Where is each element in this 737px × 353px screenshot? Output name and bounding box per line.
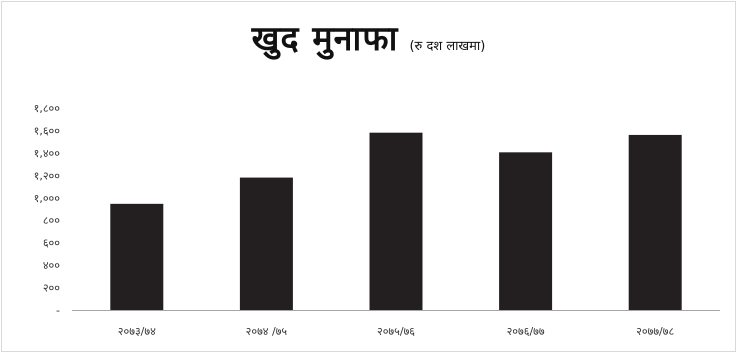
y-tick-label: १,६०० bbox=[34, 124, 61, 137]
y-tick-label: २०० bbox=[43, 282, 60, 295]
chart-title-row: खुद मुनाफा (रु दश लाखमा) bbox=[0, 14, 737, 60]
bar bbox=[239, 177, 293, 310]
y-tick-label: १,८०० bbox=[34, 102, 61, 115]
bars bbox=[110, 132, 682, 310]
x-tick-label: २०७५/७६ bbox=[377, 325, 415, 338]
chart-subtitle: (रु दश लाखमा) bbox=[409, 39, 486, 54]
y-tick-label: १,२०० bbox=[34, 169, 61, 182]
x-axis-labels: २०७३/७४ २०७४ /७५ २०७५/७६ २०७६/७७ २०७७/७८ bbox=[118, 325, 675, 338]
bar bbox=[628, 134, 682, 310]
bar bbox=[369, 132, 423, 310]
x-tick-label: २०७६/७७ bbox=[507, 325, 545, 338]
x-tick-label: २०७४ /७५ bbox=[246, 325, 288, 338]
y-tick-label: - bbox=[56, 304, 60, 317]
bar bbox=[110, 203, 164, 310]
y-tick-label: ४०० bbox=[43, 259, 60, 272]
y-tick-label: १,००० bbox=[34, 192, 61, 205]
bar bbox=[499, 152, 553, 310]
x-tick-label: २०७७/७८ bbox=[636, 325, 674, 338]
y-axis-labels: - २०० ४०० ६०० ८०० १,००० १,२०० १,४०० १,६०० १,८०० bbox=[34, 102, 61, 317]
y-tick-label: ८०० bbox=[43, 214, 60, 227]
y-tick-label: १,४०० bbox=[34, 147, 61, 160]
x-tick-label: २०७३/७४ bbox=[118, 325, 156, 338]
chart-title: खुद मुनाफा bbox=[251, 19, 399, 59]
y-tick-label: ६०० bbox=[43, 237, 60, 250]
